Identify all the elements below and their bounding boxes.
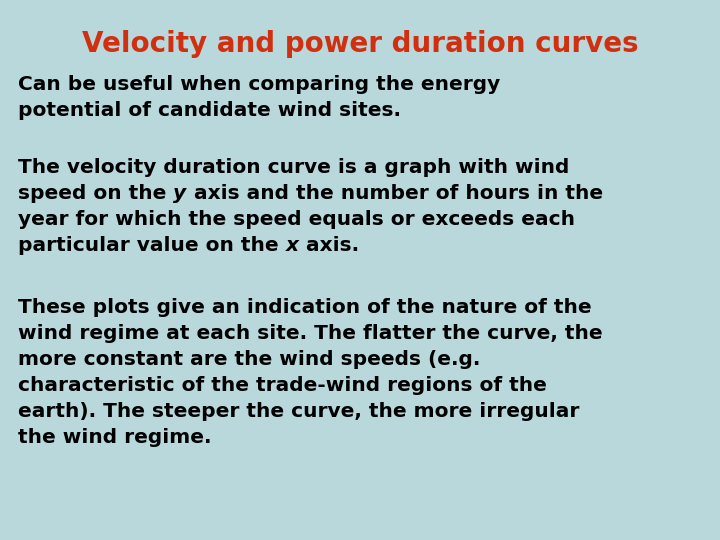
Text: Can be useful when comparing the energy: Can be useful when comparing the energy xyxy=(18,75,500,94)
Text: axis and the number of hours in the: axis and the number of hours in the xyxy=(186,184,603,203)
Text: The velocity duration curve is a graph with wind: The velocity duration curve is a graph w… xyxy=(18,158,570,177)
Text: axis.: axis. xyxy=(299,236,359,255)
Text: characteristic of the trade-wind regions of the: characteristic of the trade-wind regions… xyxy=(18,376,547,395)
Text: x: x xyxy=(286,236,299,255)
Text: potential of candidate wind sites.: potential of candidate wind sites. xyxy=(18,101,401,120)
Text: Velocity and power duration curves: Velocity and power duration curves xyxy=(81,30,639,58)
Text: the wind regime.: the wind regime. xyxy=(18,428,212,447)
Text: earth). The steeper the curve, the more irregular: earth). The steeper the curve, the more … xyxy=(18,402,580,421)
Text: y: y xyxy=(174,184,186,203)
Text: These plots give an indication of the nature of the: These plots give an indication of the na… xyxy=(18,298,592,317)
Text: wind regime at each site. The flatter the curve, the: wind regime at each site. The flatter th… xyxy=(18,324,603,343)
Text: particular value on the: particular value on the xyxy=(18,236,286,255)
Text: speed on the: speed on the xyxy=(18,184,174,203)
Text: more constant are the wind speeds (e.g.: more constant are the wind speeds (e.g. xyxy=(18,350,480,369)
Text: year for which the speed equals or exceeds each: year for which the speed equals or excee… xyxy=(18,210,575,229)
